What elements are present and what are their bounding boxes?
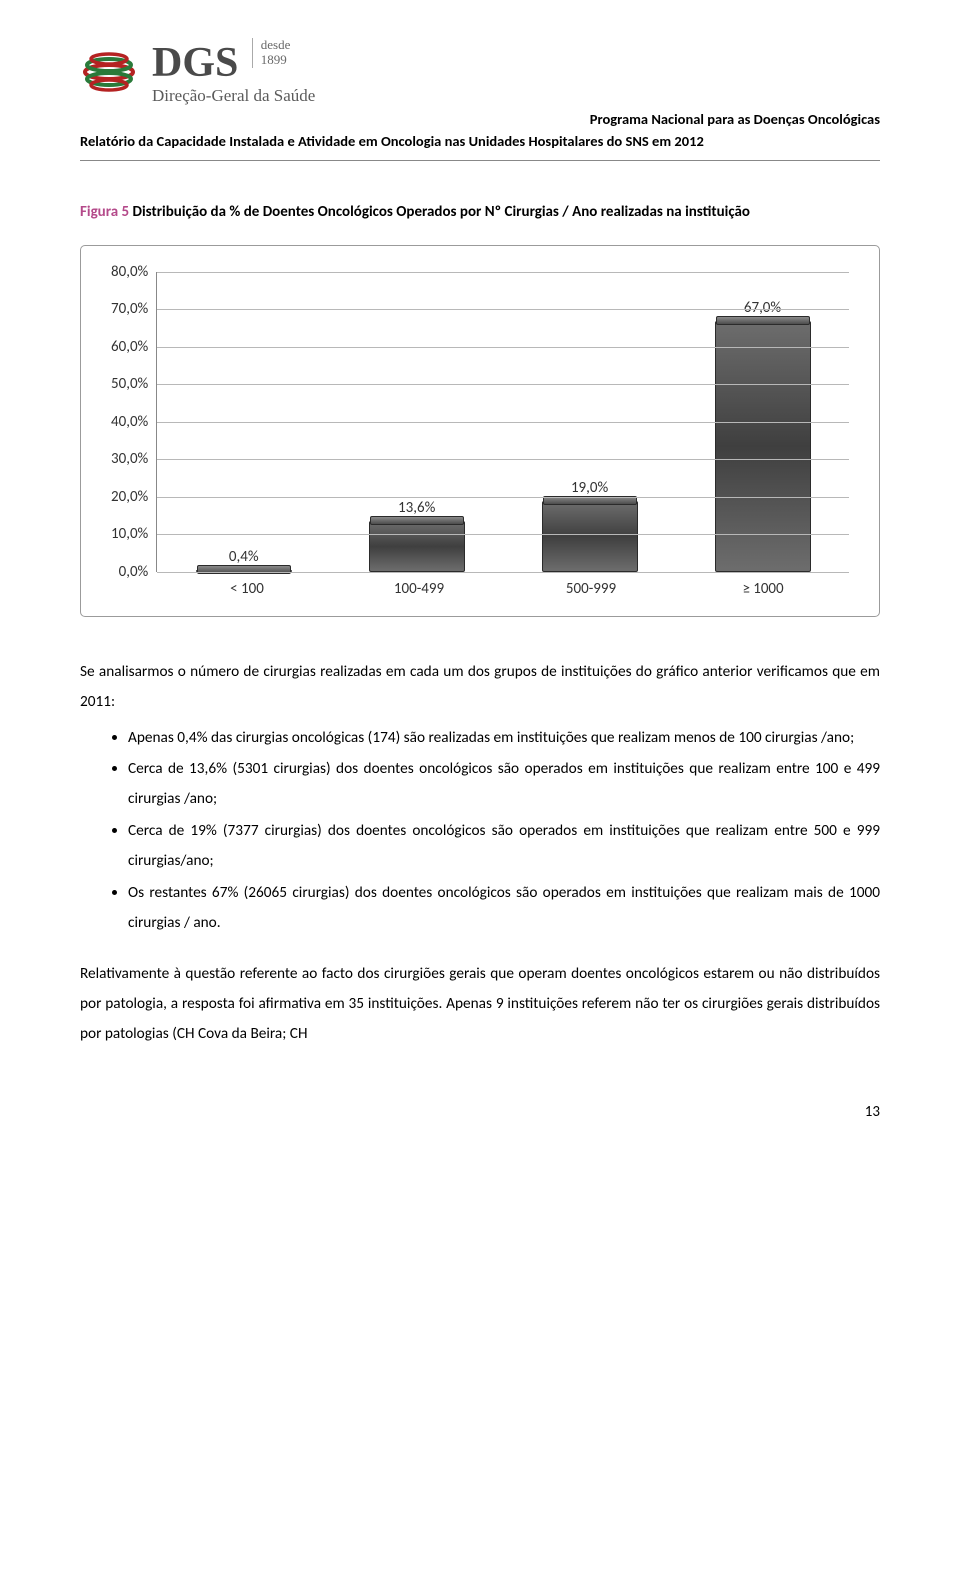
bullet-item: Cerca de 19% (7377 cirurgias) dos doente… (128, 816, 880, 876)
closing-paragraph: Relativamente à questão referente ao fac… (80, 959, 880, 1048)
x-tick-label: ≥ 1000 (715, 580, 811, 598)
figure-caption: Figura 5 Distribuição da % de Doentes On… (80, 203, 880, 221)
report-title: Relatório da Capacidade Instalada e Ativ… (80, 132, 880, 161)
bar-column: 0,4% (196, 548, 292, 572)
x-tick-label: < 100 (199, 580, 295, 598)
gridline (157, 459, 849, 460)
x-tick-label: 100-499 (371, 580, 467, 598)
bar-value-label: 19,0% (571, 479, 608, 497)
gridline (157, 534, 849, 535)
intro-paragraph: Se analisarmos o número de cirurgias rea… (80, 657, 880, 717)
bar-value-label: 13,6% (398, 499, 435, 517)
body-text: Se analisarmos o número de cirurgias rea… (80, 657, 880, 1049)
bullet-item: Apenas 0,4% das cirurgias oncológicas (1… (128, 723, 880, 753)
gridline (157, 572, 849, 573)
gridline (157, 309, 849, 310)
gridline (157, 272, 849, 273)
org-since: desde1899 (252, 38, 291, 68)
gridline (157, 347, 849, 348)
logo-row: DGS desde1899 Direção-Geral da Saúde (80, 38, 880, 106)
gridline (157, 384, 849, 385)
bar-column: 13,6% (369, 499, 465, 572)
x-axis-labels: < 100 100-499 500-999 ≥ 1000 (111, 580, 849, 598)
bar-value-label: 0,4% (229, 548, 259, 566)
program-name: Programa Nacional para as Doenças Oncoló… (80, 110, 880, 128)
org-full-name: Direção-Geral da Saúde (152, 86, 315, 106)
bar (369, 521, 465, 572)
bullet-item: Os restantes 67% (26065 cirurgias) dos d… (128, 878, 880, 938)
org-acronym: DGS (152, 40, 238, 86)
bar (542, 501, 638, 572)
bullet-item: Cerca de 13,6% (5301 cirurgias) dos doen… (128, 754, 880, 814)
bar-column: 67,0% (715, 299, 811, 572)
figure-number: Figura 5 (80, 203, 129, 221)
figure-title-text: Distribuição da % de Doentes Oncológicos… (133, 203, 750, 221)
dgs-logo-icon (80, 47, 138, 97)
gridline (157, 497, 849, 498)
y-axis-labels: 80,0%70,0%60,0%50,0%40,0%30,0%20,0%10,0%… (111, 272, 156, 572)
bullet-list: Apenas 0,4% das cirurgias oncológicas (1… (80, 723, 880, 938)
gridline (157, 422, 849, 423)
bar-column: 19,0% (542, 479, 638, 572)
plot-area: 0,4% 13,6% 19,0% 67,0% (156, 272, 849, 572)
bar-chart: 80,0%70,0%60,0%50,0%40,0%30,0%20,0%10,0%… (80, 245, 880, 617)
bar-value-label: 67,0% (744, 299, 781, 317)
x-tick-label: 500-999 (543, 580, 639, 598)
page-number: 13 (80, 1103, 880, 1121)
page-header: DGS desde1899 Direção-Geral da Saúde Pro… (80, 38, 880, 161)
